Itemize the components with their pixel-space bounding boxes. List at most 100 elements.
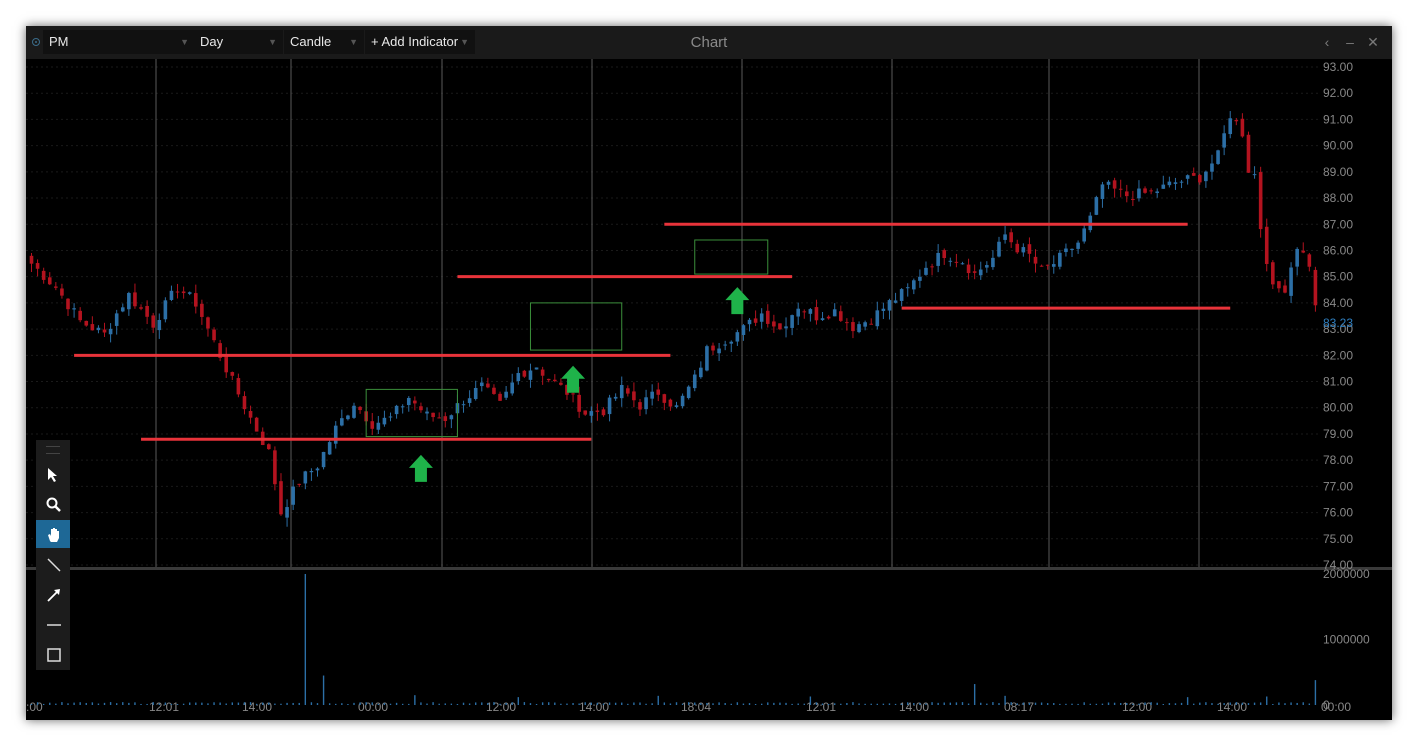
back-icon[interactable]: ‹ xyxy=(1324,34,1330,50)
candle-body xyxy=(546,378,551,381)
candle-body xyxy=(1015,243,1020,253)
candle-body xyxy=(638,402,642,410)
rectangle-tool[interactable] xyxy=(36,640,70,668)
candle-body xyxy=(60,288,64,296)
price-axis-label: 90.00 xyxy=(1323,139,1353,153)
add-indicator-label: + Add Indicator xyxy=(371,34,459,49)
candle-body xyxy=(127,293,131,310)
candle-body xyxy=(1082,228,1086,242)
candle-body xyxy=(1252,174,1257,176)
symbol-label: PM xyxy=(49,34,69,49)
candle-body xyxy=(595,410,600,412)
close-icon[interactable]: ✕ xyxy=(1367,34,1379,50)
price-chart[interactable]: 74.00 75.00 76.00 77.00 78.00 79.00 80.00 81.00… xyxy=(26,59,1392,720)
candle-body xyxy=(1094,197,1099,215)
symbol-selector[interactable]: PM ▼ xyxy=(43,30,195,54)
candle-body xyxy=(1179,181,1184,183)
time-axis-label: 14:00 xyxy=(899,700,929,714)
candle-body xyxy=(267,444,271,450)
candle-body xyxy=(985,265,989,268)
candle-body xyxy=(942,250,947,259)
price-axis-label: 91.00 xyxy=(1323,112,1353,126)
candle-body xyxy=(1076,242,1080,249)
price-axis-label: 76.00 xyxy=(1323,506,1353,520)
candle-body xyxy=(1204,171,1208,182)
volume-axis-label: 1000000 xyxy=(1323,633,1370,647)
candle-body xyxy=(145,305,149,317)
candle-body xyxy=(759,313,764,322)
candle-body xyxy=(370,421,375,429)
horizontal-line-tool[interactable] xyxy=(36,610,70,638)
time-axis-label: 14:00 xyxy=(1217,700,1247,714)
candle-body xyxy=(346,415,350,420)
time-axis-label: 12:01 xyxy=(149,700,179,714)
candle-body xyxy=(1045,264,1050,266)
candle-body xyxy=(327,442,332,455)
price-axis-label: 88.00 xyxy=(1323,191,1353,205)
time-axis-label: 14:00 xyxy=(579,700,609,714)
price-axis-label: 87.00 xyxy=(1323,217,1353,231)
zoom-tool[interactable] xyxy=(36,490,70,518)
candle-body xyxy=(29,255,34,264)
candle-body xyxy=(473,387,478,399)
arrow-tool[interactable] xyxy=(36,580,70,608)
candle-body xyxy=(948,260,953,262)
candle-body xyxy=(236,378,241,395)
candle-body xyxy=(735,332,740,342)
time-axis-label: 08:17 xyxy=(1004,700,1034,714)
candle-body xyxy=(425,411,429,414)
candle-body xyxy=(881,308,886,311)
candle-body xyxy=(181,291,186,294)
candle-body xyxy=(498,393,502,401)
candle-body xyxy=(242,396,247,410)
candle-body xyxy=(1009,232,1013,243)
candle-body xyxy=(1185,175,1190,179)
candle-body xyxy=(553,379,557,382)
add-indicator-button[interactable]: + Add Indicator ▼ xyxy=(365,30,475,54)
candle-body xyxy=(814,307,819,321)
candle-body xyxy=(662,394,667,403)
candle-body xyxy=(674,405,679,407)
period-selector[interactable]: Day ▼ xyxy=(194,30,283,54)
time-axis-label: 12:00 xyxy=(486,700,516,714)
candle-body xyxy=(613,396,618,399)
line-tool[interactable] xyxy=(36,550,70,578)
candle-body xyxy=(1307,254,1312,267)
candle-body xyxy=(1313,269,1318,306)
candle-body xyxy=(1246,134,1251,173)
consolidation-box xyxy=(365,388,458,438)
candle-body xyxy=(905,287,910,289)
candle-body xyxy=(35,263,40,269)
hand-icon xyxy=(48,528,59,542)
candle-body xyxy=(1149,190,1153,192)
horizontal-line-icon xyxy=(47,624,61,626)
candle-body xyxy=(1003,234,1007,240)
candle-body xyxy=(72,308,76,310)
pane-separator xyxy=(26,567,1392,570)
candle-body xyxy=(960,263,965,265)
candle-body xyxy=(632,391,636,401)
price-axis-label: 86.00 xyxy=(1323,243,1353,257)
volume-axis-label: 2000000 xyxy=(1323,567,1370,581)
minimize-icon[interactable]: – xyxy=(1346,34,1354,50)
candle-body xyxy=(522,370,527,377)
toolbar-grip-icon[interactable] xyxy=(46,446,60,454)
select-tool[interactable] xyxy=(36,460,70,488)
candle-body xyxy=(808,309,813,314)
candle-body xyxy=(352,405,356,418)
volume-group xyxy=(30,574,1317,705)
pan-tool[interactable] xyxy=(36,520,70,548)
candle-body xyxy=(139,307,143,309)
candle-body xyxy=(1264,226,1269,264)
candle-body xyxy=(102,329,107,333)
time-axis-label: 00:00 xyxy=(1321,700,1351,714)
candle-body xyxy=(820,318,825,321)
candle-body xyxy=(486,383,490,388)
candle-body xyxy=(851,322,855,332)
link-icon[interactable] xyxy=(32,38,40,46)
candle-body xyxy=(784,326,788,329)
candle-body xyxy=(90,324,95,331)
price-axis-label: 83.00 xyxy=(1323,322,1353,336)
candle-body xyxy=(918,276,922,281)
chart-style-selector[interactable]: Candle ▼ xyxy=(284,30,364,54)
